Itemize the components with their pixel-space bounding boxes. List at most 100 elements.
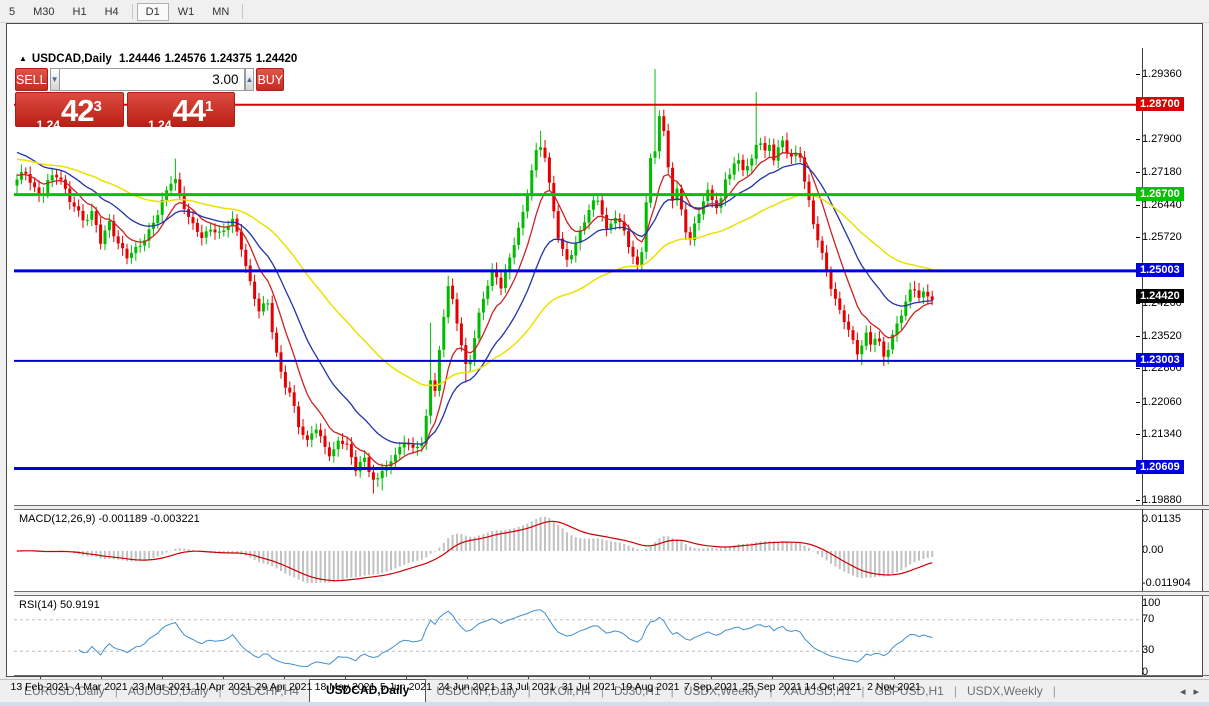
ohlc-high: 1.24576 [164,53,207,65]
date-axis-label: 14 Oct 2021 [804,681,862,693]
date-axis-label: 5 Jun 2021 [380,681,432,693]
date-axis-label: 13 Feb 2021 [10,681,70,693]
date-axis-label: 24 Jun 2021 [438,681,496,693]
tab-scroll-left-icon[interactable]: ◂ [1179,686,1186,698]
date-axis-tick [406,676,407,679]
date-axis-tick [772,676,773,679]
rsi-pane-canvas[interactable] [14,596,1142,675]
window-bottom-edge [0,702,1209,706]
ohlc-low: 1.24375 [210,53,252,65]
sell-price-prefix: 1.24 [36,118,61,132]
date-axis-tick [528,676,529,679]
price-axis-tick: 1.27180 [1136,165,1182,178]
date-axis-label: 2 Nov 2021 [867,681,921,693]
tab-scroll-right-icon[interactable]: ▸ [1193,686,1199,698]
rsi-indicator-label: RSI(14) 50.9191 [19,599,100,611]
date-axis-label: 10 Apr 2021 [194,681,252,693]
tab-separator: | [527,684,531,698]
volume-decrease-button[interactable]: ▼ [49,68,60,91]
date-axis-tick [101,676,102,679]
price-axis-tick: 1.26440 [1136,198,1182,211]
chart-tab-usdcad-daily[interactable]: USDCAD,Daily [308,679,427,702]
price-axis-tick: 1.23520 [1136,330,1182,343]
price-axis-tick: 1.21340 [1136,428,1182,441]
timeframe-button-mn[interactable]: MN [212,5,230,18]
date-axis-label: 7 Sep 2021 [684,681,738,693]
ohlc-close: 1.24420 [255,53,298,65]
sell-price-big: 42 [61,93,94,128]
price-level-badge: 1.26700 [1136,186,1184,201]
tab-separator: | [953,684,957,698]
sell-price-button[interactable]: 1.24423 [15,92,124,132]
price-level-badge: 1.28700 [1136,96,1184,111]
volume-input[interactable] [59,68,245,91]
sell-price-pip: 3 [93,98,102,115]
volume-increase-button[interactable]: ▲ [244,68,255,91]
price-axis-tick: 1.19880 [1136,493,1182,506]
chart-tab-usdx-weekly[interactable]: USDX,Weekly [683,684,760,698]
ohlc-open: 1.24446 [119,53,161,65]
timeframe-toolbar: 5 M30 H1 H4 D1 W1 MN [0,0,1209,23]
macd-pane-canvas[interactable] [14,510,1142,591]
pane-separator[interactable] [14,591,1209,596]
date-axis-label: 31 Jul 2021 [561,681,617,693]
date-axis-label: 19 Aug 2021 [620,681,680,693]
macd-axis-label: 0.00 [1142,544,1164,556]
tab-separator: | [600,684,604,698]
price-axis-tick: 1.27900 [1136,133,1182,146]
tab-separator: | [1052,684,1056,698]
date-axis-tick [589,676,590,679]
date-axis-tick [223,676,224,679]
chart-tab-ukoil-h4[interactable]: UKOil,H4 [540,684,591,698]
toolbar-separator [242,3,244,19]
tab-separator: | [218,684,222,698]
one-click-trade-panel: SELL ▼ ▲ BUY 1.24423 1.24441 [15,68,285,132]
chart-tab-usdx-weekly[interactable]: USDX,Weekly [966,684,1043,698]
collapse-chart-icon[interactable]: ▲ [19,54,27,63]
rsi-axis-label: 0 [1142,666,1149,678]
rsi-axis-label: 30 [1142,644,1155,657]
timeframe-button-w1[interactable]: W1 [177,5,195,18]
price-chart-canvas[interactable] [14,48,1142,505]
sell-button[interactable]: SELL [15,68,48,91]
chart-tab-eurusd-daily[interactable]: EURUSD,Daily [24,684,105,698]
timeframe-button-h1[interactable]: H1 [72,5,87,18]
date-axis-label: 13 Jul 2021 [500,681,556,693]
date-axis-tick [650,676,651,679]
pane-separator[interactable] [14,505,1209,510]
tab-separator: | [861,684,865,698]
date-axis-label: 23 Mar 2021 [132,681,192,693]
date-axis-tick [833,676,834,679]
symbol-tab-bar: EURUSD,Daily | AUDUSD,Daily | USDCHF,H4 USDCA… [0,679,1209,702]
macd-axis-label: 0.01135 [1142,513,1181,525]
buy-price-pip: 1 [205,98,214,115]
timeframe-button-d1[interactable]: D1 [136,2,169,21]
price-level-badge: 1.20609 [1136,460,1184,475]
chart-tab-usdchf-h4[interactable]: USDCHF,H4 [231,684,299,698]
timeframe-button-h4[interactable]: H4 [104,5,119,18]
date-axis-tick [40,676,41,679]
date-axis-tick [894,676,895,679]
rsi-axis-label: 70 [1142,612,1155,625]
buy-price-prefix: 1.24 [148,118,172,132]
chart-tab-xauusd-h1[interactable]: XAUUSD,H1 [782,684,852,698]
price-level-badge: 1.25003 [1136,262,1184,277]
chart-tab-usdcnh-daily[interactable]: USDCNH,Daily [436,684,518,698]
chart-tab-gbpusd-h1[interactable]: GBPUSD,H1 [874,684,944,698]
buy-price-big: 44 [172,93,206,128]
toolbar-separator [131,3,133,19]
date-axis-label: 25 Sep 2021 [742,681,802,693]
chart-tab-audusd-daily[interactable]: AUDUSD,Daily [127,684,209,698]
price-axis-tick: 1.25720 [1136,231,1182,244]
chart-tab-dj30-h1[interactable]: DJ30,H1 [613,684,661,698]
date-axis-tick [162,676,163,679]
buy-button[interactable]: BUY [256,68,285,91]
date-axis-tick [345,676,346,679]
current-price-badge: 1.24420 [1136,289,1184,304]
timeframe-button-m30[interactable]: M30 [33,5,55,18]
chart-window: ▲ USDCAD,Daily 1.24446 1.24576 1.24375 1.244… [6,23,1209,693]
buy-price-button[interactable]: 1.24441 [126,92,235,132]
timeframe-button-5[interactable]: 5 [9,5,16,18]
date-axis-label: 18 May 2021 [314,681,376,693]
